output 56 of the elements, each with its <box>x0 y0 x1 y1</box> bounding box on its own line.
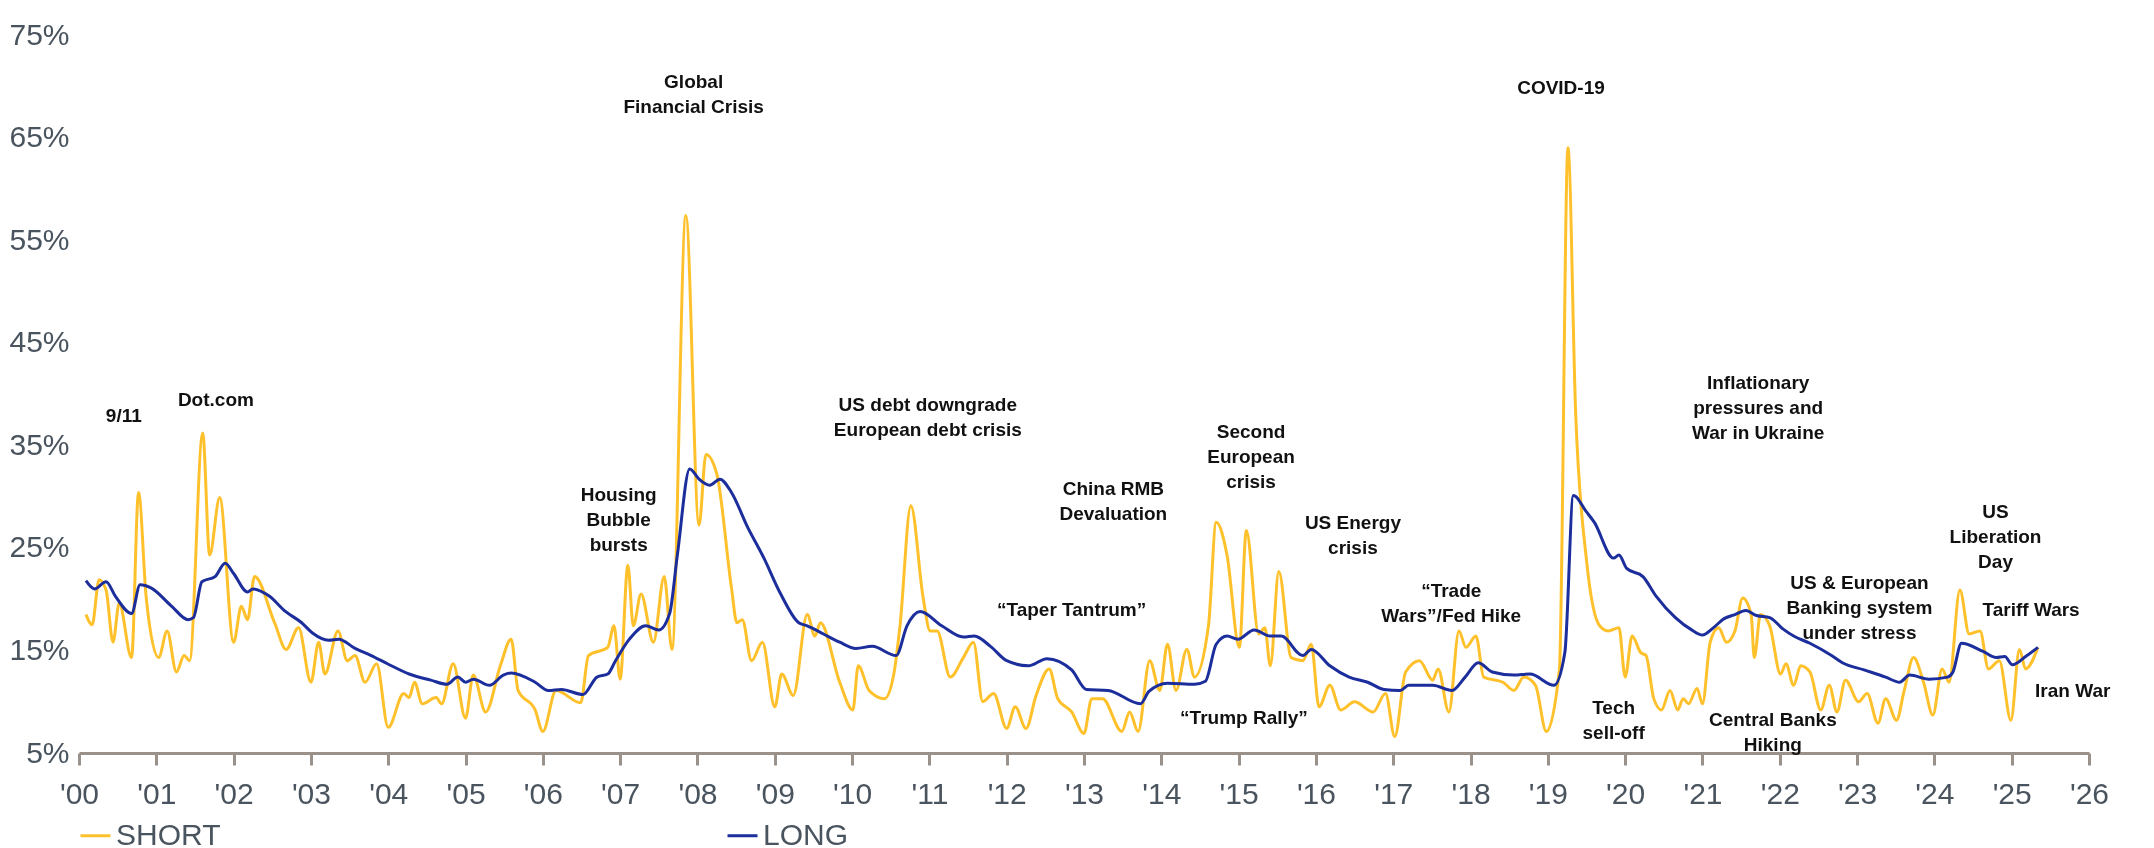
annotation: Central Banks Hiking <box>1708 708 1837 755</box>
x-tick-label: '26 <box>2069 776 2110 810</box>
y-tick-label: 5% <box>26 735 70 769</box>
x-tick-label: '18 <box>1451 776 1491 810</box>
annotation: Tech sell-off <box>1582 696 1646 743</box>
x-tick-label: '15 <box>1219 776 1259 810</box>
annotation: US Energy crisis <box>1304 511 1402 558</box>
annotation: Second European crisis <box>1207 421 1295 493</box>
x-tick-label: '00 <box>59 776 100 810</box>
y-tick-label: 65% <box>9 120 70 154</box>
annotation: Inflationary pressures and War in Ukraine <box>1691 371 1825 443</box>
x-tick-label: '11 <box>911 776 949 810</box>
y-tick-label: 55% <box>9 222 70 256</box>
x-tick-label: '13 <box>1064 776 1105 810</box>
x-tick-label: '04 <box>369 776 409 810</box>
x-tick-label: '17 <box>1374 776 1414 810</box>
annotation: COVID-19 <box>1517 77 1605 99</box>
annotation: Housing Bubble bursts <box>580 483 657 555</box>
annotation: Global Financial Crisis <box>623 71 764 118</box>
y-tick-label: 35% <box>9 427 70 461</box>
annotation: “Taper Tantrum” <box>996 599 1147 621</box>
x-tick-label: '08 <box>678 776 718 810</box>
annotation: “Trump Rally” <box>1180 706 1308 728</box>
y-tick-label: 75% <box>9 17 70 51</box>
y-tick-label: 45% <box>9 325 70 359</box>
x-tick-label: '10 <box>833 776 873 810</box>
x-tick-label: '25 <box>1992 776 2032 810</box>
x-tick-label: '20 <box>1606 776 1646 810</box>
annotation: China RMB Devaluation <box>1059 478 1168 525</box>
annotation: 9/11 <box>105 404 143 426</box>
x-tick-label: '07 <box>601 776 641 810</box>
x-tick-label: '05 <box>446 776 486 810</box>
legend-label: LONG <box>763 817 849 848</box>
x-tick-label: '01 <box>137 776 177 810</box>
annotation: Dot.com <box>177 389 254 411</box>
y-tick-label: 15% <box>9 632 70 666</box>
annotation: US Liberation Day <box>1949 501 2042 573</box>
x-tick-label: '12 <box>987 776 1027 810</box>
annotation: US & European Banking system under stress <box>1786 571 1933 643</box>
x-tick-label: '06 <box>523 776 563 810</box>
x-tick-label: '23 <box>1838 776 1878 810</box>
x-tick-label: '21 <box>1683 776 1723 810</box>
x-tick-label: '03 <box>291 776 331 810</box>
x-tick-label: '24 <box>1915 776 1955 810</box>
x-tick-label: '09 <box>755 776 795 810</box>
legend-label: SHORT <box>116 817 221 848</box>
annotation: US debt downgrade European debt crisis <box>833 394 1022 441</box>
x-tick-label: '19 <box>1528 776 1568 810</box>
x-tick-label: '14 <box>1142 776 1182 810</box>
y-tick-label: 25% <box>9 530 70 564</box>
annotation: “Trade Wars”/Fed Hike <box>1381 579 1522 626</box>
annotation: Tariff Wars <box>1982 599 2080 621</box>
x-tick-label: '16 <box>1296 776 1336 810</box>
x-tick-label: '02 <box>214 776 254 810</box>
annotation: Iran War <box>2035 679 2111 701</box>
x-tick-label: '22 <box>1760 776 1800 810</box>
